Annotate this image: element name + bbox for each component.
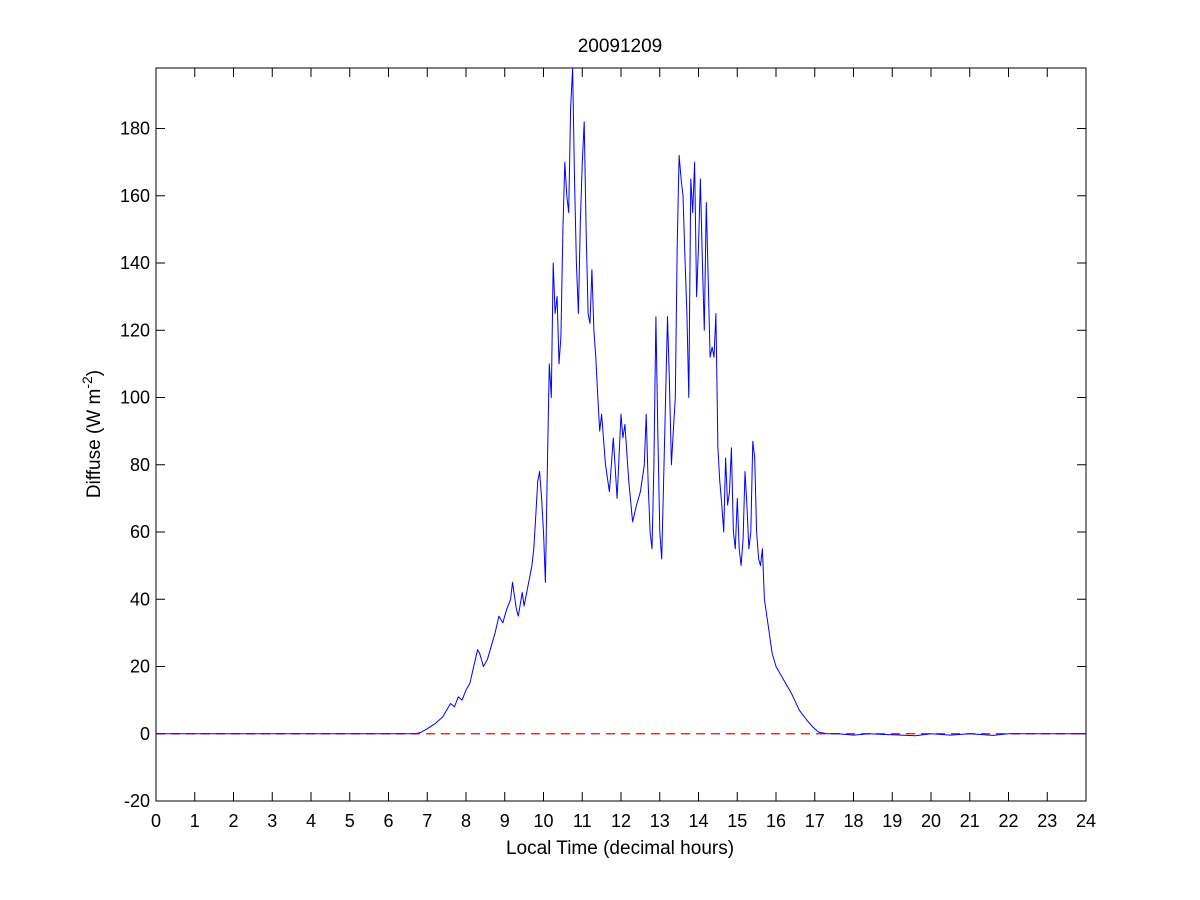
chart-title: 20091209 xyxy=(578,36,663,57)
y-tick-label: 160 xyxy=(120,186,150,206)
x-tick-label: 16 xyxy=(766,811,786,831)
y-tick-label: 80 xyxy=(130,455,150,475)
y-tick-label: 100 xyxy=(120,388,150,408)
x-tick-label: 18 xyxy=(843,811,863,831)
x-tick-label: 3 xyxy=(267,811,277,831)
x-tick-label: 20 xyxy=(921,811,941,831)
x-tick-label: 14 xyxy=(688,811,708,831)
y-tick-label: 0 xyxy=(140,724,150,744)
x-tick-label: 2 xyxy=(228,811,238,831)
x-tick-label: 4 xyxy=(306,811,316,831)
x-tick-label: 9 xyxy=(500,811,510,831)
y-tick-label: 40 xyxy=(130,589,150,609)
plot-area xyxy=(155,67,1087,802)
x-tick-label: 22 xyxy=(998,811,1018,831)
x-tick-label: 15 xyxy=(727,811,747,831)
y-tick-label: 180 xyxy=(120,119,150,139)
y-axis-title-superscript: -2 xyxy=(79,376,95,389)
y-tick-label: 20 xyxy=(130,657,150,677)
x-tick-label: 21 xyxy=(960,811,980,831)
x-tick-label: 7 xyxy=(422,811,432,831)
y-tick-label: 60 xyxy=(130,522,150,542)
y-axis-ticks: -20 0 20 40 60 80 100 120 140 160 180 xyxy=(120,119,1086,811)
x-tick-label: 0 xyxy=(151,811,161,831)
x-axis-title: Local Time (decimal hours) xyxy=(506,838,734,859)
x-tick-label: 11 xyxy=(573,811,592,831)
x-axis-ticks: 0 1 2 3 4 5 6 7 8 9 10 11 12 13 14 15 16 17 18 19 20 21 22 23 24 xyxy=(151,68,1096,831)
y-axis-title: Diffuse (W m-2) xyxy=(79,370,105,498)
diffuse-series-line xyxy=(156,67,1086,737)
x-tick-label: 17 xyxy=(805,811,825,831)
x-tick-label: 6 xyxy=(383,811,393,831)
x-tick-label: 13 xyxy=(650,811,670,831)
x-tick-label: 5 xyxy=(345,811,355,831)
x-tick-label: 10 xyxy=(533,811,553,831)
y-tick-label: 140 xyxy=(120,253,150,273)
x-tick-label: 1 xyxy=(190,811,200,831)
x-tick-label: 12 xyxy=(611,811,631,831)
x-tick-label: 8 xyxy=(461,811,471,831)
x-tick-label: 19 xyxy=(882,811,902,831)
y-tick-label: -20 xyxy=(124,791,150,811)
y-tick-label: 120 xyxy=(120,320,150,340)
x-tick-label: 24 xyxy=(1076,811,1096,831)
x-tick-label: 23 xyxy=(1037,811,1057,831)
y-axis-title-suffix: ) xyxy=(84,370,105,376)
y-axis-title-prefix: Diffuse (W m xyxy=(84,389,105,498)
